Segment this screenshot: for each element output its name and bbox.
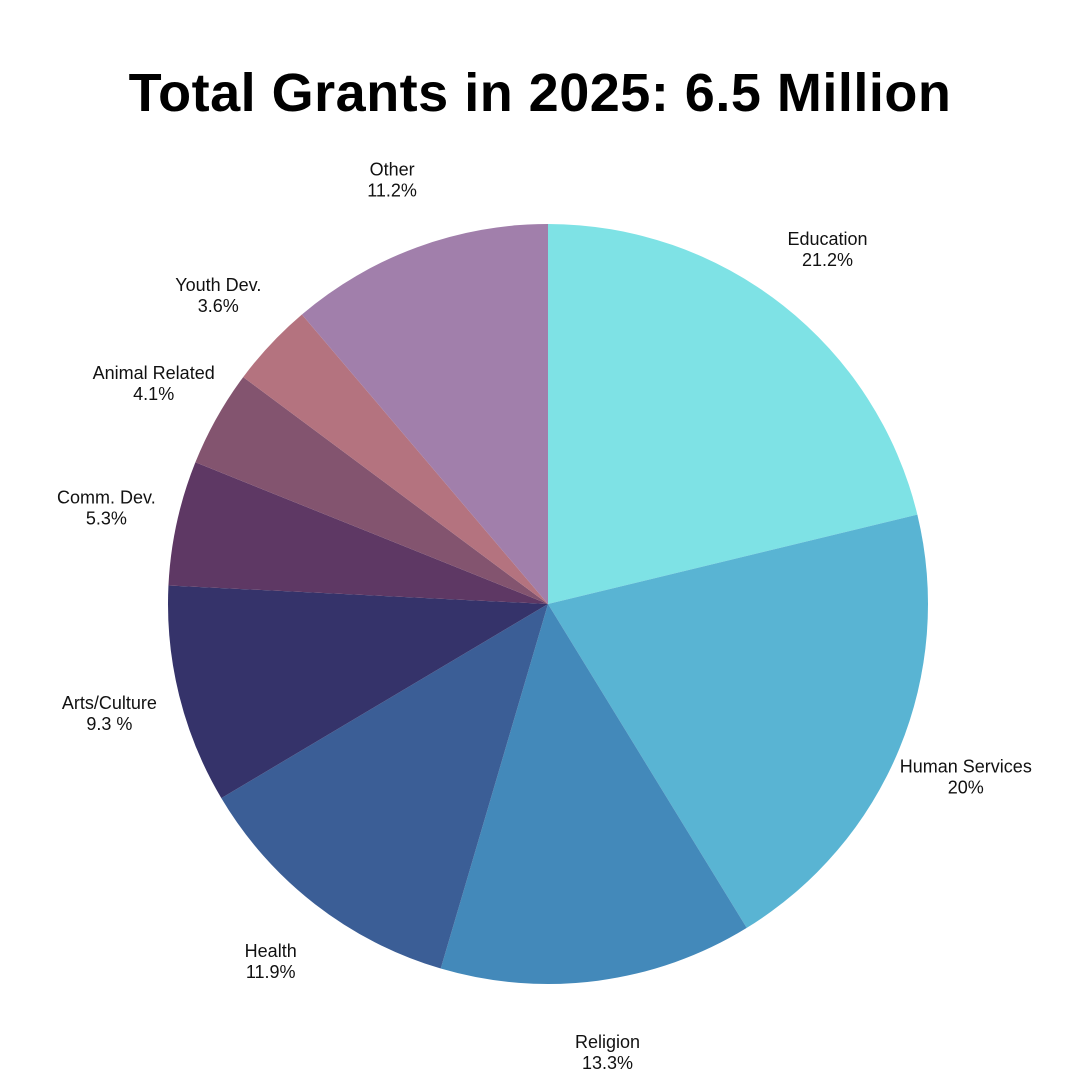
- slice-label-youth-dev: Youth Dev.: [175, 275, 261, 295]
- slice-label-education: Education: [787, 229, 867, 249]
- slice-label-animal-related: Animal Related: [93, 363, 215, 383]
- slice-value-religion: 13.3%: [582, 1053, 633, 1073]
- slice-value-animal-related: 4.1%: [133, 384, 174, 404]
- pie-slice-other: [301, 224, 548, 604]
- slice-label-health: Health: [245, 941, 297, 961]
- slice-label-human-services: Human Services: [900, 757, 1032, 777]
- slice-label-comm-dev: Comm. Dev.: [57, 487, 156, 507]
- slice-value-health: 11.9%: [246, 962, 296, 982]
- pie-slice-human-services: [548, 514, 929, 928]
- slice-label-religion: Religion: [575, 1032, 640, 1052]
- slice-value-comm-dev: 5.3%: [86, 508, 127, 528]
- chart-title: Total Grants in 2025: 6.5 Million: [128, 63, 952, 123]
- slice-value-education: 21.2%: [802, 250, 853, 270]
- pie-slice-youth-dev: [243, 314, 548, 604]
- slice-label-other: Other: [370, 160, 415, 180]
- slice-value-arts-culture: 9.3 %: [86, 714, 132, 734]
- slice-value-other: 11.2%: [367, 181, 417, 201]
- pie-slice-health: [221, 604, 548, 969]
- pie-slice-animal-related: [195, 377, 548, 604]
- slice-label-arts-culture: Arts/Culture: [62, 693, 157, 713]
- pie-slice-arts-culture: [167, 585, 548, 799]
- slice-value-youth-dev: 3.6%: [198, 296, 239, 316]
- pie-slice-religion: [440, 604, 747, 985]
- pie-slice-comm-dev: [168, 462, 548, 604]
- slice-value-human-services: 20%: [948, 778, 984, 798]
- pie-slices: [167, 224, 929, 985]
- pie-slice-education: [548, 224, 918, 604]
